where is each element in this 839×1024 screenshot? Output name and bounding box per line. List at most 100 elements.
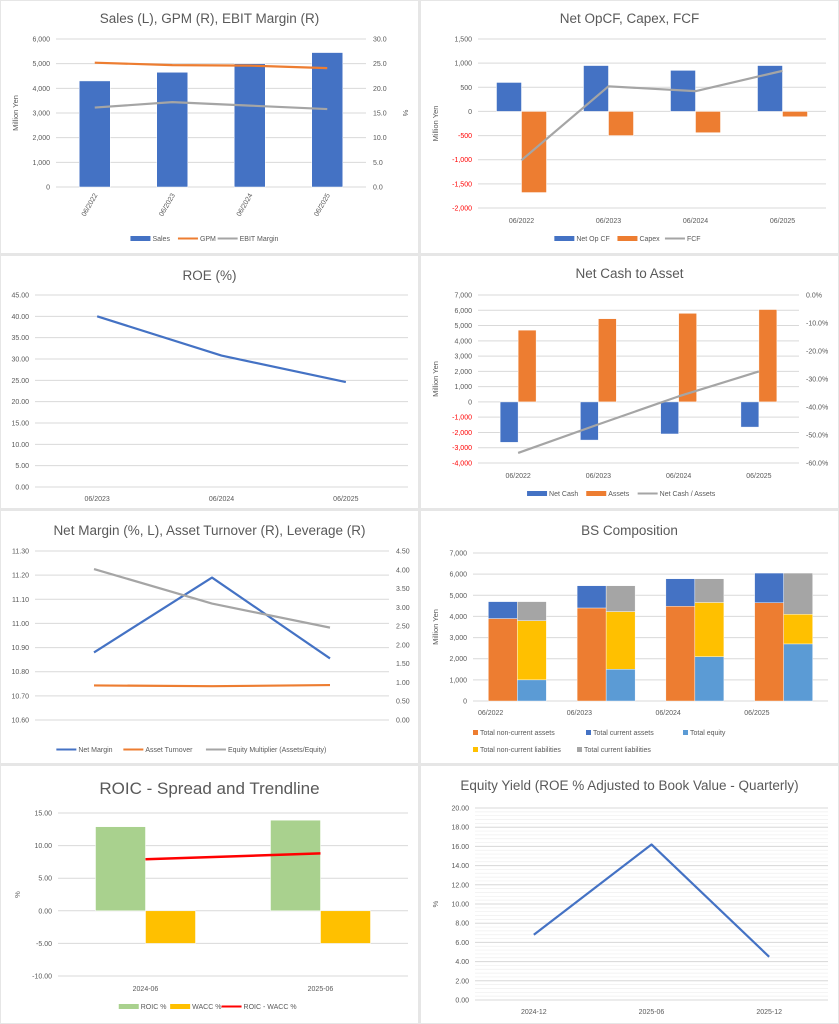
y2-tick-label: 15.0 — [373, 111, 387, 118]
bar-net-cash — [740, 401, 760, 428]
x-tick-label: 06/2023 — [586, 473, 611, 480]
legend-swatch — [130, 236, 151, 241]
bar-total-current-assets — [754, 572, 784, 603]
y-tick-label: 30.00 — [11, 357, 29, 364]
y-tick-label: 15.00 — [34, 811, 52, 818]
y-tick-label: 10.00 — [451, 902, 469, 909]
y-tick-label: 5,000 — [32, 61, 50, 68]
x-tick-label: 2024-06 — [133, 986, 159, 993]
cashflow-chart: Net OpCF, Capex, FCF -2,000 -1,500 -1,000 -5… — [431, 11, 826, 243]
legend-label: WACC % — [192, 1004, 221, 1011]
line-equity-multiplier-assets-equity- — [93, 567, 331, 629]
y-tick-label: 10.80 — [11, 669, 29, 676]
legend-swatch — [617, 236, 638, 241]
chart-title: Net Cash to Asset — [575, 266, 683, 281]
y-tick-label: -500 — [458, 133, 472, 140]
y-tick-label: -3,000 — [452, 445, 472, 452]
legend-swatch — [170, 1004, 191, 1009]
y-tick-label: 6,000 — [32, 37, 50, 44]
y-tick-label: -4,000 — [452, 461, 472, 468]
y-tick-label: 10.00 — [11, 442, 29, 449]
y-tick-label: 14.00 — [451, 863, 469, 870]
bar-net-cash — [580, 401, 599, 441]
x-tick-label: 06/2024 — [683, 218, 708, 225]
x-tick-label: 06/2022 — [81, 192, 100, 218]
legend-label: ROIC - WACC % — [244, 1004, 297, 1011]
bs-chart: BS Composition 0 1,000 2,000 3,000 4,000 5,000… — [431, 523, 828, 754]
chart-title: Net OpCF, Capex, FCF — [560, 11, 700, 26]
roic-chart: ROIC - Spread and Trendline -10.00 -5.00 0.… — [13, 779, 408, 1011]
y-tick-label: 500 — [460, 85, 472, 92]
y-tick-label: 40.00 — [11, 314, 29, 321]
bar-net-op-cf — [496, 82, 522, 112]
bar-sales — [156, 72, 188, 188]
y2-tick-label: 2.00 — [396, 642, 410, 649]
y-tick-label: 11.30 — [12, 549, 29, 556]
bar-total-non-current-assets — [665, 606, 696, 702]
legend-label: GPM — [200, 236, 216, 243]
y-axis-label: Million Yen — [431, 609, 440, 645]
y-tick-label: 2.00 — [455, 978, 469, 985]
bar-total-current-liabilities — [605, 585, 636, 612]
x-tick-label: 06/2025 — [770, 218, 795, 225]
line-gpm — [94, 61, 328, 70]
y-tick-label: 15.00 — [11, 421, 29, 428]
bar-total-current-assets — [665, 578, 696, 607]
x-tick-label: 06/2024 — [236, 192, 255, 218]
y2-tick-label: 3.00 — [396, 605, 410, 612]
chart-panel-netcash: Net Cash to Asset -4,000 -3,000 -2,000 -1,00… — [421, 256, 838, 508]
line-roe — [96, 315, 347, 384]
x-tick-label: 06/2024 — [656, 710, 681, 717]
chart-panel-roe: ROE (%) 0.00 5.00 10.00 15.00 20.00 25.00 30.00… — [1, 256, 418, 508]
y-tick-label: 11.00 — [12, 621, 29, 628]
chart-panel-sales: Sales (L), GPM (R), EBIT Margin (R) 0 1,00… — [1, 1, 418, 253]
y-tick-label: 1,000 — [449, 677, 467, 684]
y2-tick-label: -60.0% — [806, 461, 828, 468]
line-equity-yield — [533, 843, 770, 958]
bar-total-current-assets — [488, 601, 518, 619]
y-axis-label: Million Yen — [431, 106, 440, 142]
bar-total-current-liabilities — [517, 601, 547, 621]
y2-tick-label: 20.0 — [373, 86, 387, 93]
y2-tick-label: 1.00 — [396, 680, 410, 687]
chart-title: ROIC - Spread and Trendline — [99, 779, 319, 798]
chart-panel-equityyield: Equity Yield (ROE % Adjusted to Book Val… — [421, 766, 838, 1023]
legend-label: Total current assets — [593, 730, 654, 737]
y-tick-label: 0 — [46, 185, 50, 192]
y-tick-label: 10.90 — [11, 645, 29, 652]
y-tick-label: 0.00 — [455, 998, 469, 1005]
x-tick-label: 06/2023 — [85, 496, 110, 503]
y2-tick-label: -50.0% — [806, 433, 828, 440]
bar-assets — [598, 318, 617, 403]
bar-total-current-assets — [576, 585, 607, 609]
y-tick-label: 4.00 — [455, 959, 469, 966]
y-tick-label: 4,000 — [32, 86, 50, 93]
legend-swatch — [118, 1004, 139, 1009]
line-ebit-margin — [94, 101, 328, 111]
chart-title: BS Composition — [581, 523, 678, 538]
netcash-chart: Net Cash to Asset -4,000 -3,000 -2,000 -1,00… — [431, 266, 828, 498]
bar-sales — [234, 63, 266, 188]
y-tick-label: 10.70 — [11, 693, 29, 700]
legend-label: Net Margin — [78, 747, 112, 754]
y-tick-label: 0 — [463, 699, 467, 706]
bar-capex — [608, 111, 634, 136]
roe-chart: ROE (%) 0.00 5.00 10.00 15.00 20.00 25.00 30.00… — [11, 268, 408, 503]
y2-tick-label: 5.0 — [373, 160, 383, 167]
y-tick-label: 3,000 — [449, 635, 467, 642]
y2-tick-label: 3.50 — [396, 586, 410, 593]
bar-sales — [311, 52, 343, 188]
y-tick-label: 0.00 — [38, 908, 52, 915]
y-tick-label: 20.00 — [11, 399, 29, 406]
bar-total-equity — [783, 643, 813, 702]
y-tick-label: 2,000 — [454, 369, 472, 376]
y-axis-label: Million Yen — [11, 95, 20, 131]
legend-label: Net Cash — [549, 491, 578, 498]
bar-roic- — [270, 819, 321, 912]
bar-total-non-current-assets — [754, 602, 784, 702]
legend-swatch — [683, 730, 688, 735]
chart-title: Sales (L), GPM (R), EBIT Margin (R) — [100, 11, 320, 26]
bar-roic- — [95, 826, 146, 912]
y-tick-label: 4,000 — [449, 614, 467, 621]
